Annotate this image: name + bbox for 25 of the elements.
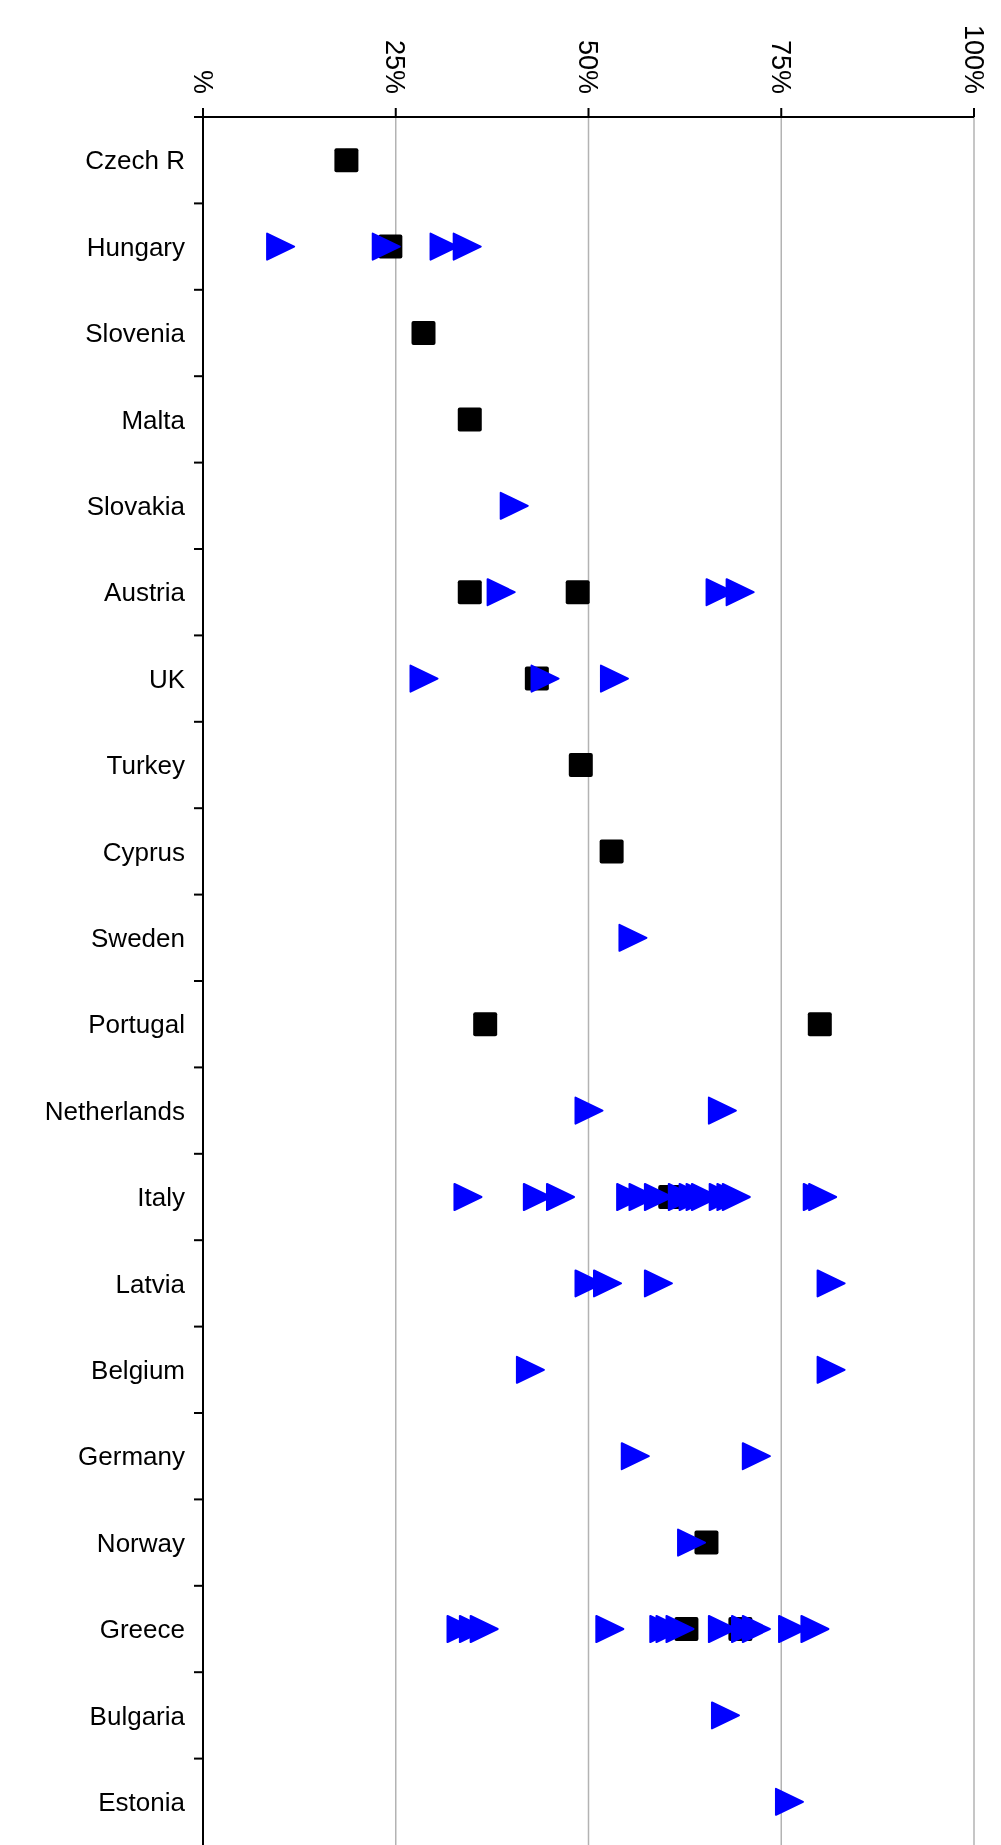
x-tick-label: 50% (573, 39, 604, 94)
x-tick-label: 75% (765, 39, 796, 94)
y-tick-label: UK (148, 663, 186, 694)
y-tick-label: Netherlands (44, 1095, 185, 1126)
y-tick-label: Belgium (91, 1354, 185, 1385)
y-tick-label: Cyprus (102, 836, 185, 867)
y-tick-label: Germany (78, 1441, 185, 1472)
y-tick-label: Turkey (106, 750, 185, 781)
y-tick-label: Italy (137, 1182, 185, 1213)
y-tick-label: Czech R (85, 145, 185, 176)
y-tick-label: Latvia (115, 1268, 186, 1299)
y-tick-label: Greece (99, 1614, 185, 1645)
y-tick-label: Norway (96, 1527, 185, 1558)
y-tick-label: Estonia (98, 1786, 186, 1817)
y-tick-label: Bulgaria (89, 1700, 186, 1731)
y-tick-label: Portugal (88, 1009, 185, 1040)
y-tick-label: Sweden (91, 922, 185, 953)
y-tick-label: Slovenia (85, 318, 186, 349)
x-tick-label: % (187, 69, 218, 94)
y-tick-label: Austria (104, 577, 186, 608)
x-tick-label: 100% (958, 24, 989, 94)
y-tick-label: Hungary (86, 231, 185, 262)
x-tick-label: 25% (380, 39, 411, 94)
y-tick-label: Slovakia (86, 490, 186, 521)
y-tick-label: Malta (121, 404, 186, 435)
